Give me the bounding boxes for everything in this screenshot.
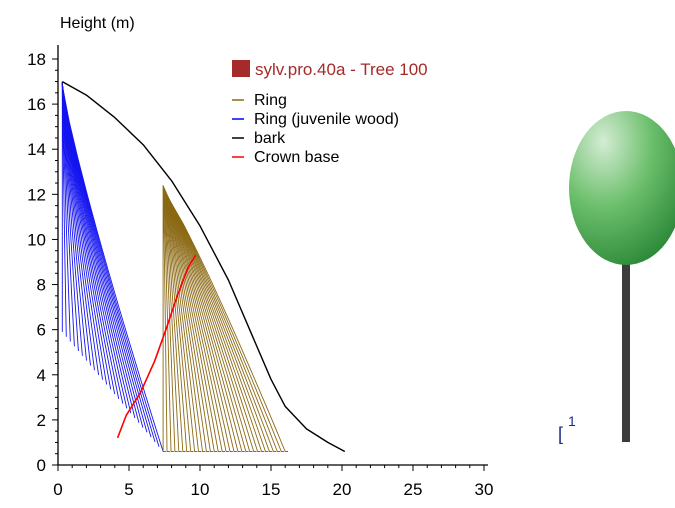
mature-ring-line <box>167 197 277 452</box>
mature-ring-line <box>165 191 222 452</box>
mature-ring-line <box>163 186 178 452</box>
mature-ring-line <box>165 191 225 452</box>
y-tick-label: 2 <box>37 411 46 430</box>
y-tick-label: 0 <box>37 456 46 475</box>
mature-ring-line <box>163 188 194 452</box>
y-axis-label: Height (m) <box>60 15 135 32</box>
mature-ring-line <box>167 196 273 452</box>
legend-label: Ring <box>254 92 287 109</box>
mature-ring-line <box>166 193 245 452</box>
mature-ring-line <box>162 186 174 452</box>
juvenile-ring-line <box>61 86 164 452</box>
y-tick-label: 12 <box>27 185 46 204</box>
legend-label: Ring (juvenile wood) <box>254 111 399 128</box>
x-tick-label: 10 <box>191 480 210 499</box>
y-tick-label: 8 <box>37 276 46 295</box>
juvenile-ring-line <box>61 82 95 371</box>
y-tick-label: 18 <box>27 50 46 69</box>
legend-title: sylv.pro.40a - Tree 100 <box>255 60 428 79</box>
mature-ring-line <box>168 197 281 452</box>
x-tick-label: 5 <box>124 480 133 499</box>
axes: 0 5 10 15 20 25 30 0 2 4 6 8 10 12 14 16 18 <box>27 45 493 499</box>
y-tick-label: 10 <box>27 230 46 249</box>
tree-icon: [ 1 <box>558 111 675 444</box>
juvenile-ring-line <box>61 82 83 356</box>
mature-ring-line <box>163 187 182 452</box>
mature-ring-line <box>162 185 166 452</box>
tree-trunk <box>622 262 630 442</box>
mature-ring-line <box>166 195 257 452</box>
mature-ring-line <box>166 194 249 452</box>
y-tick-label: 6 <box>37 321 46 340</box>
mature-ring-line <box>163 187 190 452</box>
mature-ring-line <box>163 187 186 452</box>
mature-ring-line <box>167 195 261 452</box>
mature-ring-line <box>166 194 253 452</box>
mature-ring-line <box>164 189 206 452</box>
x-tick-label: 20 <box>333 480 352 499</box>
mature-ring-line <box>164 189 202 452</box>
y-tick-label: 16 <box>27 95 46 114</box>
y-tick-label: 14 <box>27 140 46 159</box>
mature-ring-line <box>168 198 285 452</box>
mature-ring-line <box>165 193 237 452</box>
mature-ring-line <box>167 196 265 452</box>
legend-label: Crown base <box>254 149 339 166</box>
mature-ring-line <box>164 188 198 452</box>
x-tick-label: 30 <box>475 480 494 499</box>
legend-label: bark <box>254 130 286 147</box>
mature-ring-line <box>165 190 218 452</box>
juvenile-ring-line <box>61 81 67 337</box>
mature-ring-line <box>167 196 269 452</box>
mature-ring-line <box>164 190 210 452</box>
tree-crown <box>569 111 675 265</box>
bark-line <box>61 80 346 453</box>
tree-index-label: 1 <box>568 413 576 429</box>
mature-ring-line <box>165 192 229 452</box>
y-tick-label: 4 <box>37 366 46 385</box>
legend: sylv.pro.40a - Tree 100 Ring Ring (juveni… <box>232 60 428 166</box>
plot-area <box>61 80 346 453</box>
mature-ring-line <box>165 192 233 452</box>
mature-ring-line <box>168 198 288 452</box>
x-tick-label: 0 <box>53 480 62 499</box>
legend-title-swatch <box>232 60 250 77</box>
crown-base-line <box>116 254 197 439</box>
mature-ring-line <box>164 190 214 452</box>
tree-index-bracket: [ <box>558 424 563 444</box>
juvenile-ring-line <box>61 81 71 342</box>
mature-ring-line <box>166 193 241 452</box>
x-tick-label: 25 <box>404 480 423 499</box>
x-tick-label: 15 <box>262 480 281 499</box>
